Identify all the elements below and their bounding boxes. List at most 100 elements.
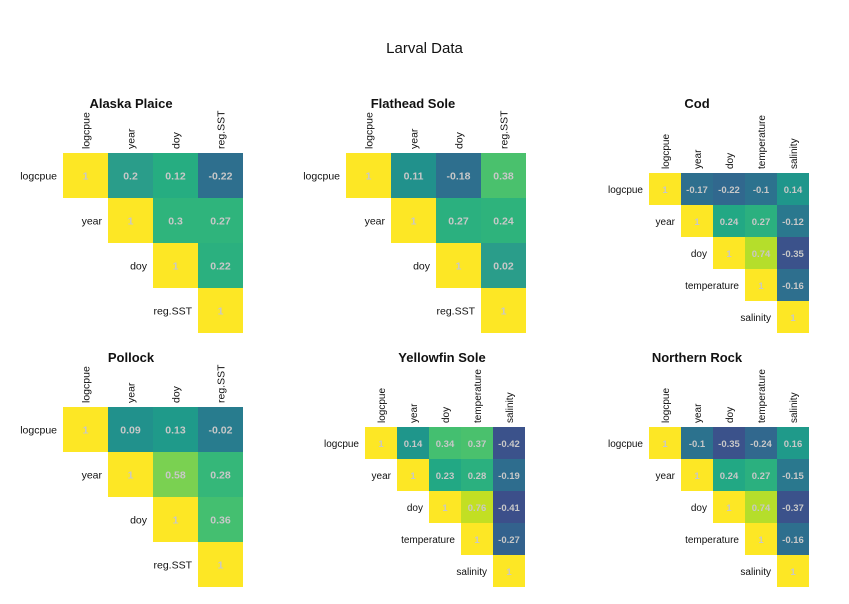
cell-value: -0.24 [750, 439, 772, 450]
row-label: salinity [740, 567, 771, 578]
heatmap-cell [493, 523, 525, 555]
heatmap-cell [481, 243, 526, 288]
heatmap-cell [153, 153, 198, 198]
cell-value: -0.22 [718, 185, 740, 196]
heatmap-cell [391, 153, 436, 198]
figure-title: Larval Data [386, 40, 463, 57]
heatmap-cell [777, 173, 809, 205]
column-label: salinity [505, 392, 516, 423]
column-label: reg.SST [216, 110, 228, 149]
heatmap-cell [777, 269, 809, 301]
cell-value: 0.27 [448, 216, 469, 228]
column-label: logcpue [661, 134, 672, 169]
cell-value: 0.76 [468, 503, 487, 514]
heatmap-cell [429, 491, 461, 523]
heatmap-cell [108, 153, 153, 198]
row-label: doy [130, 515, 148, 527]
cell-value: 0.2 [123, 171, 138, 183]
cell-value: 1 [173, 515, 179, 527]
heatmap-cell [681, 427, 713, 459]
column-label: year [409, 403, 420, 423]
row-label: salinity [456, 567, 487, 578]
cell-value: -0.16 [782, 535, 804, 546]
cell-value: 1 [662, 185, 668, 196]
cell-value: 0.14 [784, 185, 803, 196]
cell-value: 1 [694, 471, 700, 482]
heatmap-cell [436, 153, 481, 198]
column-label: logcpue [377, 388, 388, 423]
row-label: reg.SST [436, 306, 475, 318]
cell-value: 1 [456, 261, 462, 273]
heatmap-cell [777, 459, 809, 491]
heatmap-cell [461, 491, 493, 523]
heatmap-cell [198, 288, 243, 333]
heatmap-cell [63, 153, 108, 198]
heatmap-panel: Cod logcpue year doy temperature salinity logc… [608, 96, 809, 333]
panel-title: Yellowfin Sole [398, 350, 485, 365]
heatmap-cell [777, 491, 809, 523]
heatmap-cell [713, 491, 745, 523]
cell-value: 0.11 [404, 171, 424, 183]
column-label: year [126, 382, 138, 403]
heatmap-cell [713, 173, 745, 205]
cell-value: 1 [411, 216, 417, 228]
cell-value: 1 [442, 503, 448, 514]
heatmap-cell [713, 205, 745, 237]
heatmap-cell [436, 198, 481, 243]
cell-value: -0.16 [782, 281, 804, 292]
row-label: reg.SST [153, 560, 192, 572]
row-label: logcpue [20, 171, 57, 183]
heatmap-cell [493, 555, 525, 587]
cell-value: 0.02 [493, 261, 514, 273]
panel-title: Pollock [108, 350, 155, 365]
column-label: reg.SST [499, 110, 511, 149]
heatmap-cell [493, 459, 525, 491]
row-label: temperature [401, 535, 455, 546]
column-label: year [693, 403, 704, 423]
cell-value: 1 [726, 249, 732, 260]
row-label: year [656, 471, 676, 482]
cell-value: 0.27 [752, 471, 771, 482]
cell-value: -0.12 [782, 217, 804, 228]
heatmap-cell [493, 427, 525, 459]
column-label: temperature [757, 115, 768, 169]
heatmap-cell [153, 407, 198, 452]
cell-value: 0.16 [784, 439, 803, 450]
column-label: doy [171, 385, 183, 403]
heatmap-cell [777, 523, 809, 555]
row-label: year [82, 470, 103, 482]
row-label: reg.SST [153, 306, 192, 318]
column-label: doy [725, 153, 736, 169]
row-label: temperature [685, 535, 739, 546]
row-label: logcpue [608, 439, 643, 450]
cell-value: -0.19 [498, 471, 520, 482]
cell-value: 0.24 [720, 471, 739, 482]
heatmap-panel: Yellowfin Sole logcpue year doy temperature s… [324, 350, 525, 587]
heatmap-cell [745, 173, 777, 205]
column-label: year [126, 128, 138, 149]
cell-value: 1 [790, 567, 796, 578]
heatmap-cell [108, 452, 153, 497]
cell-value: 0.34 [436, 439, 455, 450]
heatmap-cell [493, 491, 525, 523]
cell-value: 1 [83, 171, 89, 183]
heatmap-cell [461, 427, 493, 459]
heatmap-cell [198, 198, 243, 243]
cell-value: 1 [694, 217, 700, 228]
row-label: doy [691, 503, 707, 514]
cell-value: 0.28 [468, 471, 487, 482]
heatmap-cell [198, 407, 243, 452]
row-label: temperature [685, 281, 739, 292]
cell-value: 1 [128, 470, 134, 482]
cell-value: 1 [128, 216, 134, 228]
heatmap-cell [777, 427, 809, 459]
heatmap-panel: Northern Rock logcpue year doy temperature sa… [608, 350, 809, 587]
heatmap-cell [481, 288, 526, 333]
row-label: doy [130, 261, 148, 273]
cell-value: 0.23 [436, 471, 455, 482]
cell-value: -0.18 [447, 171, 471, 183]
heatmap-cell [429, 427, 461, 459]
cell-value: 1 [662, 439, 668, 450]
